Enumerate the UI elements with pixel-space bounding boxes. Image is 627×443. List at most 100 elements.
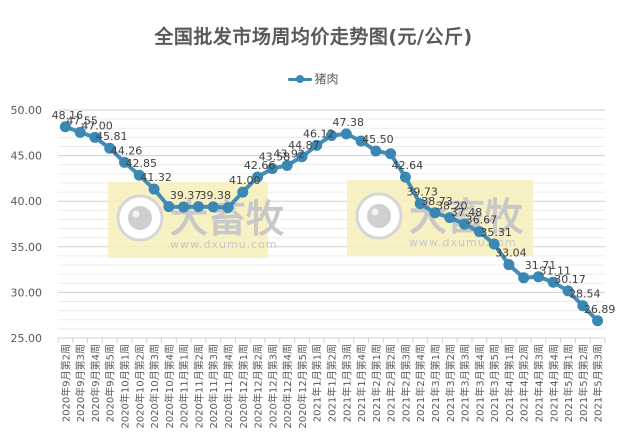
data-point-marker[interactable] <box>592 315 604 327</box>
legend-line-marker-icon <box>288 73 313 85</box>
data-point-marker[interactable] <box>503 259 515 271</box>
data-label: 30.17 <box>554 273 586 286</box>
y-tick-label: 45.00 <box>11 150 43 163</box>
data-point-marker[interactable] <box>74 126 86 138</box>
data-point-marker[interactable] <box>532 271 544 283</box>
data-point-marker[interactable] <box>459 218 471 230</box>
data-point-marker[interactable] <box>222 202 234 214</box>
data-label: 31.71 <box>525 259 557 272</box>
data-label: 31.11 <box>540 264 572 277</box>
data-point-marker[interactable] <box>252 171 264 183</box>
data-point-marker[interactable] <box>355 135 367 147</box>
data-label: 42.64 <box>392 159 424 172</box>
data-label: 26.89 <box>584 303 616 316</box>
data-label: 44.26 <box>111 144 143 157</box>
x-tick-label: 2021年2月第3周 <box>399 344 412 422</box>
y-tick-label: 35.00 <box>11 241 43 254</box>
data-point-marker[interactable] <box>518 272 530 284</box>
data-label: 36.67 <box>466 214 498 227</box>
x-tick-label: 2020年9月第2周 <box>59 344 72 422</box>
x-tick-label: 2020年12月第3周 <box>266 344 279 429</box>
data-label: 41.00 <box>229 174 261 187</box>
x-tick-label: 2020年10月第3周 <box>148 344 161 429</box>
data-label: 44.87 <box>288 139 320 152</box>
data-point-marker[interactable] <box>473 226 485 238</box>
x-tick-label: 2020年9月第4周 <box>89 344 102 422</box>
data-point-marker[interactable] <box>207 201 219 213</box>
x-tick-label: 2020年9月第5周 <box>104 344 117 422</box>
data-label: 43.58 <box>259 151 291 164</box>
data-label: 47.55 <box>66 114 98 127</box>
x-tick-label: 2021年3月第5周 <box>488 344 501 422</box>
data-point-marker[interactable] <box>163 201 175 213</box>
data-point-marker[interactable] <box>399 171 411 183</box>
x-tick-label: 2021年1月第4周 <box>355 344 368 422</box>
data-point-marker[interactable] <box>237 186 249 198</box>
data-point-marker[interactable] <box>562 285 574 297</box>
x-tick-label: 2020年12月第2周 <box>252 344 265 429</box>
data-label: 28.54 <box>569 288 601 301</box>
data-point-marker[interactable] <box>148 183 160 195</box>
data-point-marker[interactable] <box>266 163 278 175</box>
x-tick-label: 2020年11月第2周 <box>192 344 205 429</box>
data-label: 45.81 <box>96 130 128 143</box>
x-tick-label: 2020年12月第1周 <box>237 344 250 429</box>
data-label: 45.50 <box>362 133 394 146</box>
x-tick-label: 2021年1月第3周 <box>340 344 353 422</box>
data-label: 39.73 <box>406 186 438 199</box>
data-label: 41.32 <box>140 171 172 184</box>
data-point-marker[interactable] <box>296 151 308 163</box>
x-tick-label: 2021年5月第1周 <box>562 344 575 422</box>
data-point-marker[interactable] <box>178 201 190 213</box>
x-tick-label: 2020年11月第3周 <box>207 344 220 429</box>
x-tick-label: 2020年10月第2周 <box>133 344 146 429</box>
x-tick-label: 2021年2月第1周 <box>370 344 383 422</box>
y-tick-label: 25.00 <box>11 332 43 345</box>
data-point-marker[interactable] <box>192 201 204 213</box>
x-tick-label: 2021年2月第4周 <box>414 344 427 422</box>
series-line <box>59 121 604 327</box>
x-tick-label: 2021年1月第2周 <box>326 344 339 422</box>
x-tick-label: 2020年12月第5周 <box>296 344 309 429</box>
data-label: 42.85 <box>126 157 158 170</box>
legend: 猪肉 <box>0 70 627 87</box>
x-tick-label: 2021年2月第2周 <box>385 344 398 422</box>
data-point-marker[interactable] <box>311 139 323 151</box>
data-label: 42.66 <box>244 159 276 172</box>
y-tick-label: 30.00 <box>11 286 43 299</box>
chart-title: 全国批发市场周均价走势图(元/公斤) <box>154 26 473 48</box>
x-tick-label: 2021年1月第1周 <box>311 344 324 422</box>
data-point-marker[interactable] <box>104 142 116 154</box>
y-tick-label: 40.00 <box>11 195 43 208</box>
data-point-marker[interactable] <box>281 159 293 171</box>
data-label: 48.16 <box>52 109 84 122</box>
data-label: 47.00 <box>81 119 113 132</box>
data-point-marker[interactable] <box>414 198 426 210</box>
x-tick-label: 2021年3月第1周 <box>429 344 442 422</box>
data-point-marker[interactable] <box>133 169 145 181</box>
data-point-marker[interactable] <box>547 276 559 288</box>
data-point-marker[interactable] <box>577 300 589 312</box>
data-point-marker[interactable] <box>340 128 352 140</box>
data-point-marker[interactable] <box>59 121 71 133</box>
x-tick-label: 2021年3月第2周 <box>444 344 457 422</box>
data-point-marker[interactable] <box>89 131 101 143</box>
data-label: 39.38 <box>199 189 231 202</box>
x-tick-label: 2021年4月第2周 <box>518 344 531 422</box>
data-label: 43.92 <box>273 147 305 160</box>
data-point-marker[interactable] <box>429 207 441 219</box>
data-point-marker[interactable] <box>385 148 397 160</box>
x-tick-label: 2020年10月第1周 <box>119 344 132 429</box>
data-point-marker[interactable] <box>444 212 456 224</box>
x-tick-label: 2020年11月第1周 <box>178 344 191 429</box>
data-point-marker[interactable] <box>326 130 337 142</box>
data-label: 35.31 <box>480 226 512 239</box>
data-point-marker[interactable] <box>119 156 131 168</box>
data-point-marker[interactable] <box>488 238 500 250</box>
x-tick-label: 2021年4月第3周 <box>532 344 545 422</box>
x-tick-label: 2021年5月第2周 <box>577 344 590 422</box>
data-point-marker[interactable] <box>370 145 382 157</box>
